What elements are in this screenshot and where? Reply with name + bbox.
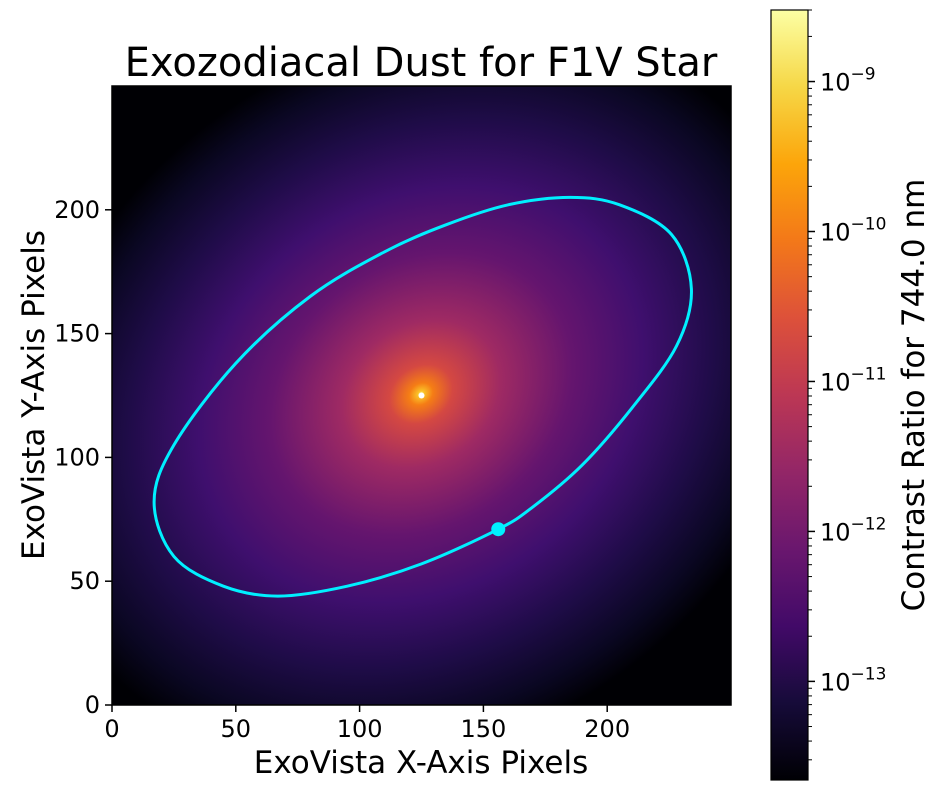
colorbar: 10−13 10−12 10−11 10−10 10−9 Contrast Ratio …: [770, 9, 932, 781]
x-axis-label: ExoVista X-Axis Pixels: [254, 745, 588, 781]
x-tick-label: 200: [584, 715, 630, 743]
plot-area: [111, 85, 732, 706]
colorbar-scale: [770, 9, 809, 781]
y-tick-label: 50: [69, 567, 100, 595]
y-axis-label: ExoVista Y-Axis Pixels: [16, 230, 52, 560]
planet-orbit: [152, 195, 693, 598]
colorbar-tick-label: 10−12: [820, 514, 886, 546]
colorbar-tick-label: 10−10: [820, 215, 886, 247]
x-axis: 0 50 100 150 200: [104, 705, 630, 743]
plot-frame: [111, 85, 732, 706]
x-tick-label: 150: [460, 715, 506, 743]
colorbar-tick-label: 10−9: [820, 65, 876, 97]
y-tick-label: 200: [54, 196, 100, 224]
x-tick-label: 100: [337, 715, 383, 743]
colorbar-tick-label: 10−11: [820, 364, 886, 396]
planet-marker: [491, 522, 506, 537]
y-tick-label: 150: [54, 320, 100, 348]
y-tick-label: 100: [54, 443, 100, 471]
y-axis: 0 50 100 150 200: [54, 196, 112, 719]
y-tick-label: 0: [85, 691, 100, 719]
chart-title: Exozodiacal Dust for F1V Star: [125, 40, 718, 86]
x-tick-label: 50: [221, 715, 252, 743]
colorbar-label: Contrast Ratio for 744.0 nm: [896, 179, 932, 612]
host-star: [418, 392, 425, 399]
colorbar-ticks: 10−13 10−12 10−11 10−10 10−9: [808, 9, 886, 761]
colorbar-tick-label: 10−13: [820, 664, 886, 696]
x-tick-label: 0: [104, 715, 119, 743]
